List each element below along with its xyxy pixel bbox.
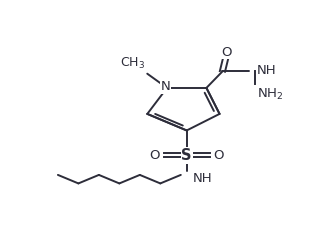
Text: N: N <box>160 80 170 93</box>
Text: O: O <box>214 149 224 162</box>
Text: O: O <box>221 45 231 59</box>
Text: CH$_3$: CH$_3$ <box>121 56 146 71</box>
Text: NH: NH <box>257 64 276 77</box>
Text: O: O <box>149 149 160 162</box>
Text: S: S <box>181 148 192 163</box>
Text: NH$_2$: NH$_2$ <box>257 87 283 102</box>
Text: NH: NH <box>193 172 212 185</box>
